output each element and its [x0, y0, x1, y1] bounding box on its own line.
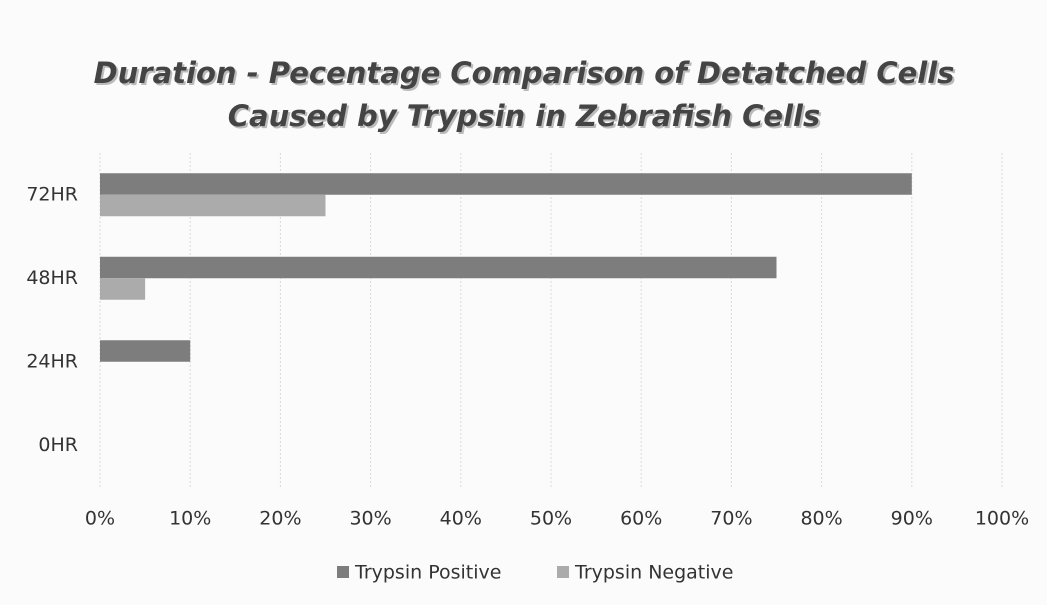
x-tick-label: 10% — [169, 508, 211, 530]
legend-label: Trypsin Negative — [574, 562, 733, 584]
chart-title-shadow: Caused by Trypsin in Zebrafish Cells — [230, 101, 822, 135]
bar — [100, 340, 191, 362]
bar — [100, 278, 146, 300]
x-tick-label: 0% — [85, 508, 115, 530]
x-tick-label: 30% — [349, 508, 391, 530]
x-tick-label: 80% — [800, 508, 842, 530]
y-tick-label: 48HR — [26, 267, 78, 289]
x-tick-label: 70% — [710, 508, 752, 530]
y-tick-label: 24HR — [26, 350, 78, 372]
chart-title: Caused by Trypsin in Zebrafish Cells — [228, 99, 820, 133]
legend-label: Trypsin Positive — [354, 562, 501, 584]
bar — [100, 173, 912, 195]
x-tick-label: 100% — [975, 508, 1029, 530]
chart-title-shadow: Duration - Pecentage Comparison of Detat… — [96, 58, 957, 92]
legend-swatch — [337, 566, 349, 578]
bar — [100, 194, 326, 217]
legend-swatch — [557, 566, 569, 578]
y-tick-label: 0HR — [38, 434, 78, 456]
bar — [100, 256, 777, 279]
y-tick-label: 72HR — [26, 183, 78, 205]
chart-title: Duration - Pecentage Comparison of Detat… — [94, 56, 955, 90]
x-tick-label: 50% — [530, 508, 572, 530]
x-tick-label: 90% — [891, 508, 933, 530]
x-tick-label: 20% — [259, 508, 301, 530]
x-tick-label: 40% — [440, 508, 482, 530]
x-tick-label: 60% — [620, 508, 662, 530]
